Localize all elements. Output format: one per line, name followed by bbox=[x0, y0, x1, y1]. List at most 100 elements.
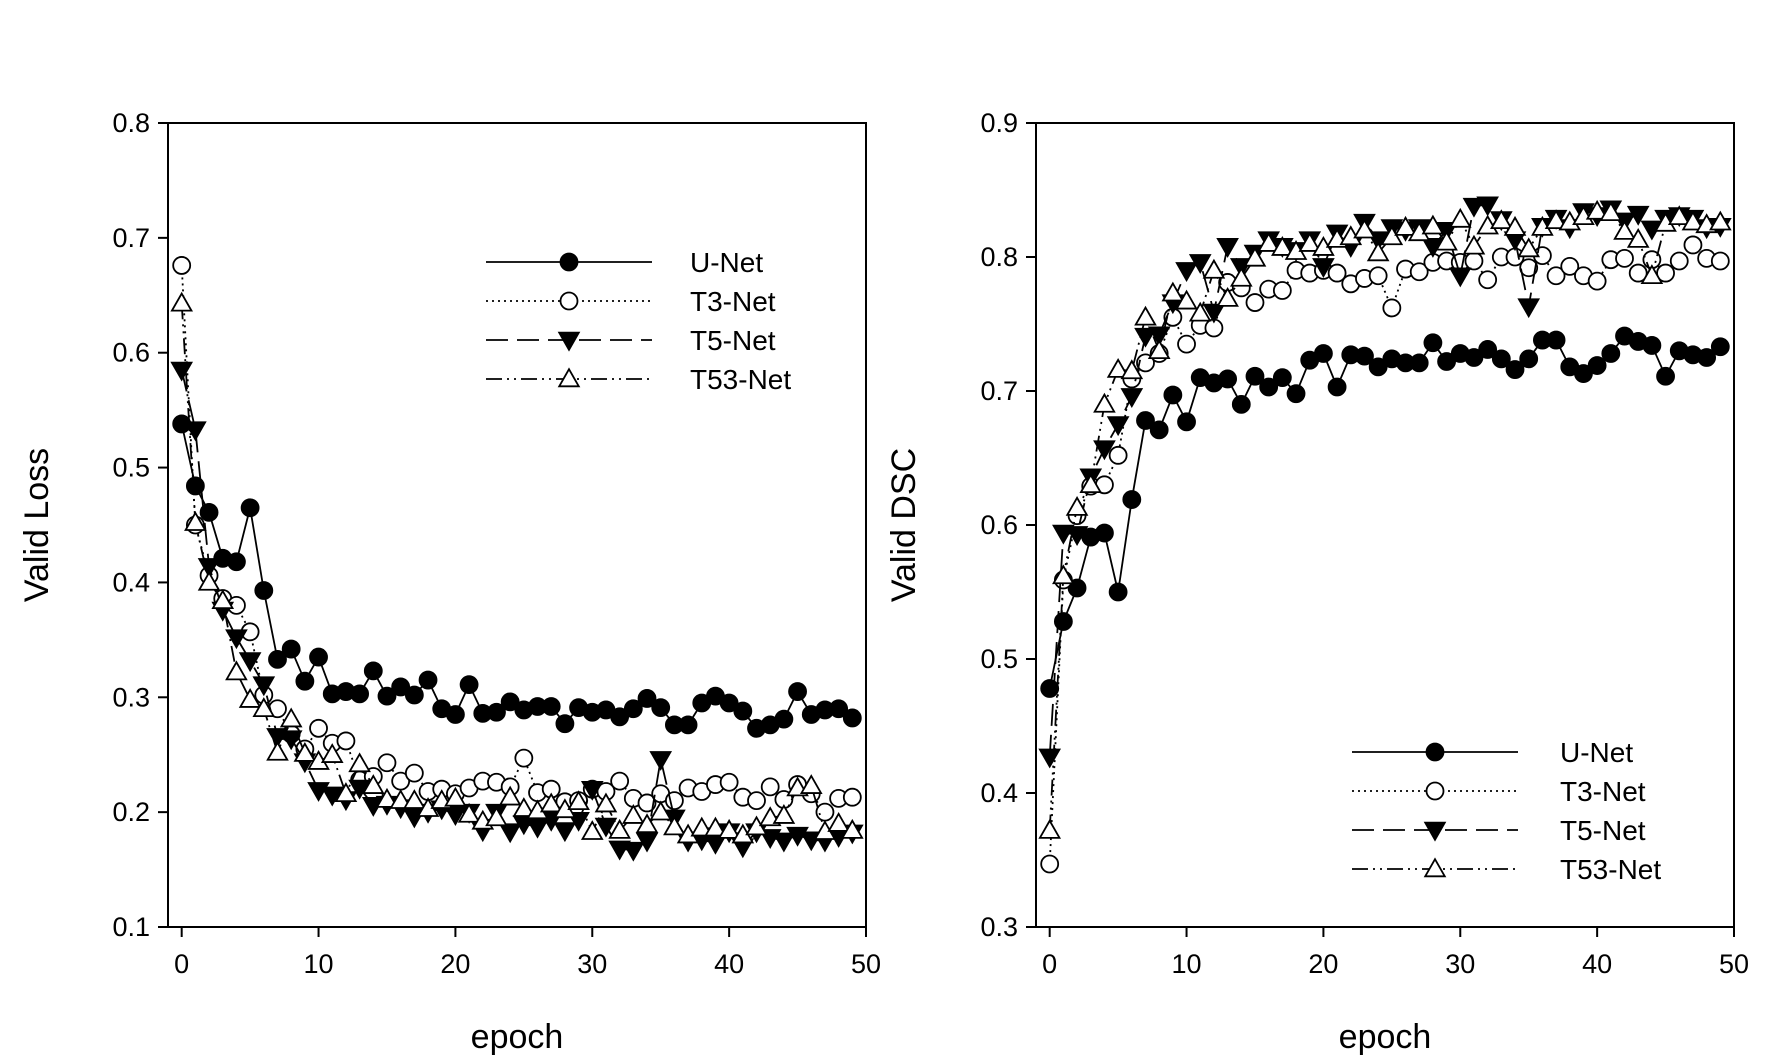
data-point bbox=[1202, 258, 1226, 279]
series-t53-net bbox=[1038, 199, 1732, 839]
data-point bbox=[1546, 266, 1566, 286]
data-point bbox=[1464, 251, 1484, 271]
x-tick-label: 10 bbox=[1172, 949, 1202, 979]
data-point bbox=[1040, 854, 1060, 874]
data-point bbox=[608, 818, 631, 839]
data-point bbox=[1298, 232, 1322, 252]
legend-item-t3-net: T3-Net bbox=[1352, 776, 1646, 807]
data-point bbox=[240, 498, 260, 518]
data-point bbox=[185, 476, 205, 496]
legend-item-t5-net: T5-Net bbox=[1352, 815, 1646, 846]
y-tick-label: 0.8 bbox=[980, 242, 1018, 272]
data-point bbox=[348, 752, 371, 773]
x-tick-label: 30 bbox=[1445, 949, 1475, 979]
data-point bbox=[1245, 293, 1265, 312]
data-point bbox=[1642, 336, 1662, 355]
data-point bbox=[649, 751, 673, 771]
data-point bbox=[363, 661, 383, 681]
data-point bbox=[1188, 254, 1212, 274]
data-point bbox=[1683, 235, 1703, 255]
x-tick-label: 40 bbox=[714, 949, 744, 979]
data-point bbox=[227, 552, 246, 572]
data-point bbox=[252, 697, 276, 718]
data-point bbox=[827, 812, 850, 832]
data-point bbox=[1462, 197, 1486, 218]
data-point bbox=[1517, 298, 1541, 319]
data-point bbox=[197, 558, 221, 578]
data-point bbox=[1435, 230, 1458, 251]
y-axis-label: Valid DSC bbox=[885, 448, 923, 602]
legend-marker bbox=[1425, 781, 1445, 801]
data-point bbox=[1106, 416, 1130, 437]
y-tick-label: 0.9 bbox=[980, 108, 1018, 138]
y-tick-label: 0.4 bbox=[112, 567, 150, 597]
data-point bbox=[1052, 564, 1075, 585]
data-point bbox=[1106, 357, 1130, 378]
legend-marker bbox=[559, 252, 579, 272]
data-point bbox=[623, 699, 643, 719]
data-point bbox=[553, 822, 577, 843]
data-point bbox=[281, 639, 301, 659]
series-u-net bbox=[1040, 326, 1730, 698]
data-point bbox=[719, 772, 739, 792]
data-point bbox=[1038, 818, 1062, 839]
data-point bbox=[1476, 196, 1499, 217]
data-point bbox=[1669, 251, 1689, 271]
legend-marker bbox=[1425, 742, 1445, 762]
data-point bbox=[1423, 333, 1443, 353]
data-point bbox=[295, 671, 315, 691]
data-point bbox=[1355, 346, 1374, 366]
data-point bbox=[1120, 388, 1144, 408]
data-point bbox=[1177, 334, 1196, 354]
data-point bbox=[637, 689, 657, 708]
data-point bbox=[772, 803, 796, 824]
data-point bbox=[170, 291, 194, 312]
data-point bbox=[622, 803, 645, 824]
data-point bbox=[320, 743, 344, 763]
data-point bbox=[1271, 236, 1294, 256]
data-point bbox=[268, 649, 287, 669]
data-point bbox=[184, 511, 207, 531]
x-tick-label: 10 bbox=[304, 949, 334, 979]
data-point bbox=[1601, 344, 1621, 363]
data-point bbox=[1517, 237, 1541, 258]
data-point bbox=[1464, 348, 1484, 367]
data-point bbox=[1120, 359, 1144, 380]
data-point bbox=[498, 823, 522, 844]
data-point bbox=[172, 256, 192, 275]
legend-item-t53-net: T53-Net bbox=[486, 364, 791, 395]
y-tick-label: 0.6 bbox=[980, 510, 1018, 540]
data-point bbox=[444, 806, 467, 827]
data-point bbox=[266, 740, 289, 761]
valid-loss-chart: 0.1 0.2 0.3 0.4 0.5 0.6 0.7 0.8 0 10 20 30 40 50 epoch… bbox=[18, 108, 881, 1056]
data-point bbox=[391, 677, 411, 697]
data-point bbox=[457, 802, 481, 823]
legend-marker bbox=[557, 331, 581, 352]
data-point bbox=[1079, 473, 1103, 494]
data-point bbox=[1519, 349, 1539, 369]
data-point bbox=[1478, 270, 1498, 290]
data-point bbox=[840, 818, 864, 839]
x-tick-label: 30 bbox=[577, 949, 607, 979]
data-point bbox=[829, 699, 849, 719]
series-t5-net bbox=[1038, 196, 1732, 769]
data-point bbox=[526, 818, 549, 839]
data-point bbox=[403, 789, 426, 809]
data-point bbox=[1708, 210, 1732, 231]
data-point bbox=[459, 675, 479, 695]
data-point bbox=[348, 779, 371, 800]
series-line-t5-net bbox=[180, 369, 853, 851]
y-tick-label: 0.3 bbox=[980, 912, 1018, 942]
data-point bbox=[487, 702, 506, 722]
data-point bbox=[377, 686, 397, 706]
data-point bbox=[1314, 344, 1333, 363]
data-point bbox=[446, 705, 465, 724]
data-point bbox=[555, 714, 575, 734]
data-point bbox=[1177, 412, 1196, 432]
data-point bbox=[1149, 420, 1169, 440]
x-tick-label: 50 bbox=[851, 949, 881, 979]
data-point bbox=[279, 730, 303, 751]
data-point bbox=[199, 502, 219, 522]
x-tick-label: 0 bbox=[1042, 949, 1057, 979]
data-point bbox=[1368, 357, 1388, 377]
